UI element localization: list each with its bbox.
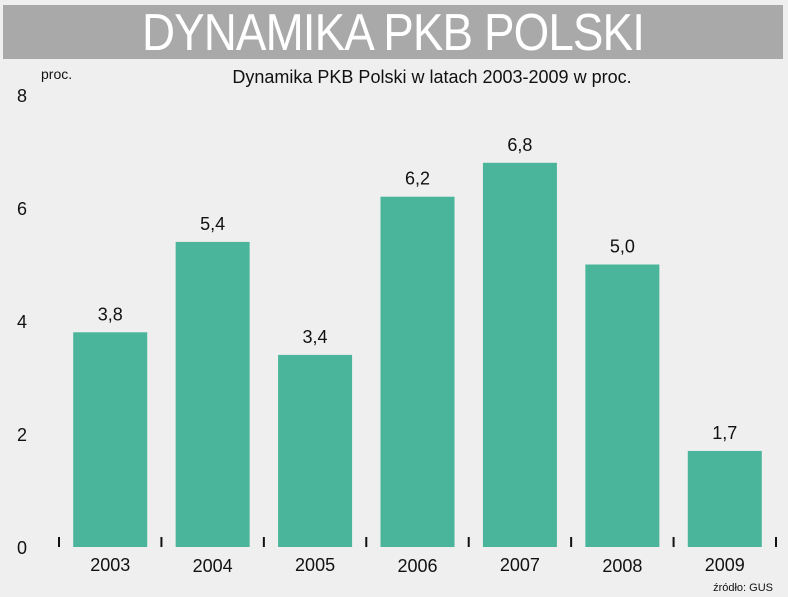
x-tick-label: 2008 — [602, 556, 642, 576]
x-tick-label: 2004 — [193, 556, 233, 576]
bar — [73, 332, 148, 547]
source-note: źródło: GUS — [713, 582, 773, 594]
y-tick-label: 4 — [17, 312, 27, 332]
data-label: 6,8 — [507, 135, 532, 155]
bar — [687, 450, 762, 547]
data-label: 5,0 — [610, 237, 635, 257]
x-tick-label: 2009 — [705, 555, 745, 575]
y-tick-label: 6 — [17, 199, 27, 219]
y-axis-label: proc. — [41, 66, 72, 82]
x-tick-label: 2003 — [90, 555, 130, 575]
y-tick-label: 2 — [17, 425, 27, 445]
chart-title: Dynamika PKB Polski w latach 2003-2009 w… — [232, 67, 631, 87]
data-label: 3,8 — [98, 304, 123, 324]
x-tick-label: 2006 — [397, 556, 437, 576]
x-tick-label: 2005 — [295, 555, 335, 575]
y-tick-label: 8 — [17, 86, 27, 106]
bar — [585, 264, 660, 547]
bar — [278, 354, 353, 547]
y-tick-label: 0 — [17, 538, 27, 558]
banner-title: DYNAMIKA PKB POLSKI — [141, 4, 645, 62]
data-label: 6,2 — [405, 169, 430, 189]
x-tick-label: 2007 — [500, 555, 540, 575]
bar — [482, 162, 557, 548]
bar — [380, 196, 455, 547]
data-label: 5,4 — [200, 214, 225, 234]
data-label: 3,4 — [303, 327, 328, 347]
banner: DYNAMIKA PKB POLSKI — [3, 4, 783, 62]
bar — [175, 241, 250, 547]
data-label: 1,7 — [712, 423, 737, 443]
